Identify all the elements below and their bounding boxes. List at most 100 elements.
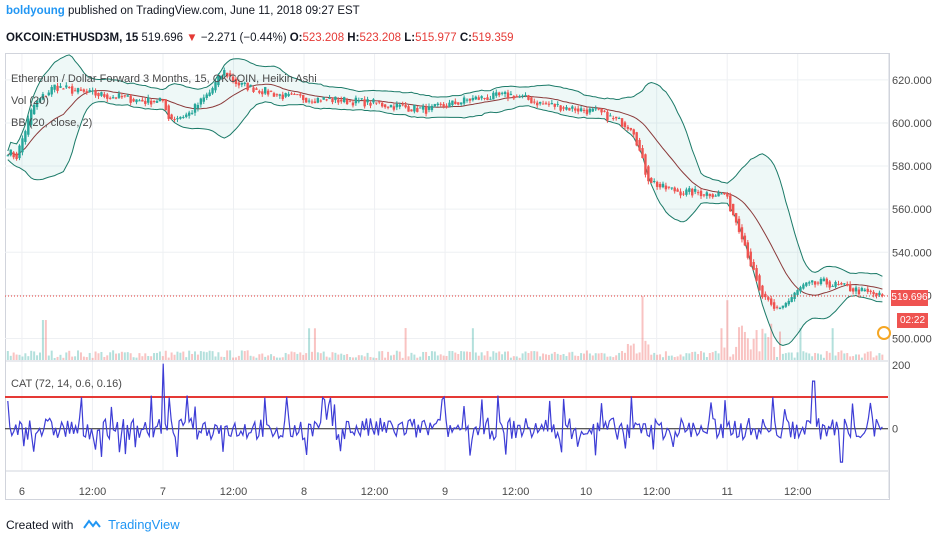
- candle-body: [272, 93, 276, 97]
- candle-body: [264, 87, 267, 94]
- candle-body: [170, 114, 173, 120]
- volume-bar: [272, 356, 275, 360]
- candle-body: [802, 284, 805, 289]
- volume-bar: [392, 354, 395, 360]
- candle-body: [819, 278, 823, 285]
- candle-body: [35, 100, 39, 108]
- volume-bar: [71, 356, 74, 360]
- volume-bar: [196, 354, 199, 360]
- candle-body: [225, 72, 229, 77]
- candle-body: [848, 284, 852, 292]
- candle-body: [612, 117, 615, 119]
- candle-body: [775, 306, 779, 308]
- volume-bar: [170, 352, 173, 360]
- candle-body: [68, 87, 71, 89]
- volume-bar: [506, 351, 509, 360]
- candle-body: [266, 90, 270, 95]
- bollinger-legend[interactable]: BB (20, close, 2): [11, 117, 93, 129]
- candle-body: [448, 102, 451, 108]
- volume-bar: [21, 356, 24, 360]
- candle-body: [527, 95, 530, 100]
- volume-bar: [445, 355, 448, 360]
- candle-body: [164, 99, 167, 111]
- volume-bar: [495, 352, 498, 360]
- candle-body: [410, 109, 413, 112]
- candle-body: [813, 281, 817, 285]
- volume-bar: [799, 328, 802, 360]
- candle-body: [97, 92, 100, 97]
- price-tick-label: 560.000: [892, 204, 932, 216]
- candle-body: [158, 97, 162, 102]
- candle-body: [571, 106, 574, 109]
- candle-body: [114, 97, 118, 99]
- candle-body: [846, 283, 849, 286]
- candle-body: [869, 290, 872, 292]
- candle-body: [805, 282, 808, 286]
- volume-bar: [176, 351, 179, 360]
- candle-body: [515, 96, 518, 98]
- volume-bar: [59, 354, 62, 360]
- candle-body: [550, 103, 554, 105]
- candle-body: [614, 116, 618, 119]
- candle-body: [9, 149, 12, 156]
- volume-bar: [161, 356, 164, 360]
- volume-bar: [106, 355, 109, 360]
- candle-body: [582, 109, 586, 111]
- volume-bar: [147, 355, 150, 360]
- candle-body: [524, 94, 527, 97]
- tradingview-logo-icon[interactable]: [82, 518, 101, 533]
- candle-body: [132, 99, 135, 102]
- volume-bar: [419, 356, 422, 360]
- volume-bar: [24, 353, 27, 360]
- volume-bar: [588, 353, 591, 360]
- volume-bar: [82, 356, 85, 360]
- candle-body: [427, 106, 431, 110]
- candle-body: [445, 105, 448, 108]
- volume-bar: [501, 354, 504, 360]
- volume-bar: [817, 353, 820, 360]
- grid-lines: [5, 54, 890, 498]
- volume-bar: [369, 356, 372, 360]
- volume-bar: [811, 356, 814, 360]
- candle-body: [796, 290, 799, 295]
- volume-bar: [866, 351, 869, 360]
- volume-bar: [670, 355, 673, 360]
- candle-body: [705, 192, 709, 196]
- volume-bar: [132, 357, 135, 360]
- candle-body: [331, 98, 334, 103]
- volume-bar: [243, 351, 246, 360]
- volume-bar: [401, 357, 404, 360]
- author-link[interactable]: boldyoung: [6, 5, 65, 17]
- volume-bar: [480, 352, 483, 360]
- candle-body: [500, 92, 504, 94]
- candle-body: [155, 101, 159, 103]
- volume-bar: [153, 353, 156, 360]
- candle-body: [480, 96, 483, 99]
- candle-body: [606, 111, 609, 121]
- volume-bar: [778, 331, 781, 360]
- volume-bar: [217, 352, 220, 360]
- volume-bar: [483, 355, 486, 360]
- volume-bar: [837, 352, 840, 360]
- tradingview-link[interactable]: TradingView: [108, 517, 180, 532]
- candle-body: [50, 86, 53, 95]
- candle-body: [465, 99, 469, 101]
- volume-legend[interactable]: Vol (20): [11, 95, 49, 107]
- candle-body: [743, 235, 747, 246]
- cat-legend[interactable]: CAT (72, 14, 0.6, 0.16): [11, 378, 122, 390]
- candle-body: [117, 93, 121, 98]
- volume-bar: [878, 353, 881, 360]
- volume-bar: [872, 357, 875, 360]
- time-tick-label: 12:00: [361, 486, 389, 498]
- volume-bar: [477, 355, 480, 360]
- candle-body: [647, 166, 650, 182]
- volume-bar: [246, 350, 249, 360]
- alert-icon[interactable]: [877, 326, 891, 340]
- volume-bar: [834, 355, 837, 360]
- candle-body: [62, 88, 65, 90]
- time-tick-label: 8: [301, 486, 307, 498]
- volume-bar: [849, 356, 852, 360]
- candle-body: [772, 302, 776, 309]
